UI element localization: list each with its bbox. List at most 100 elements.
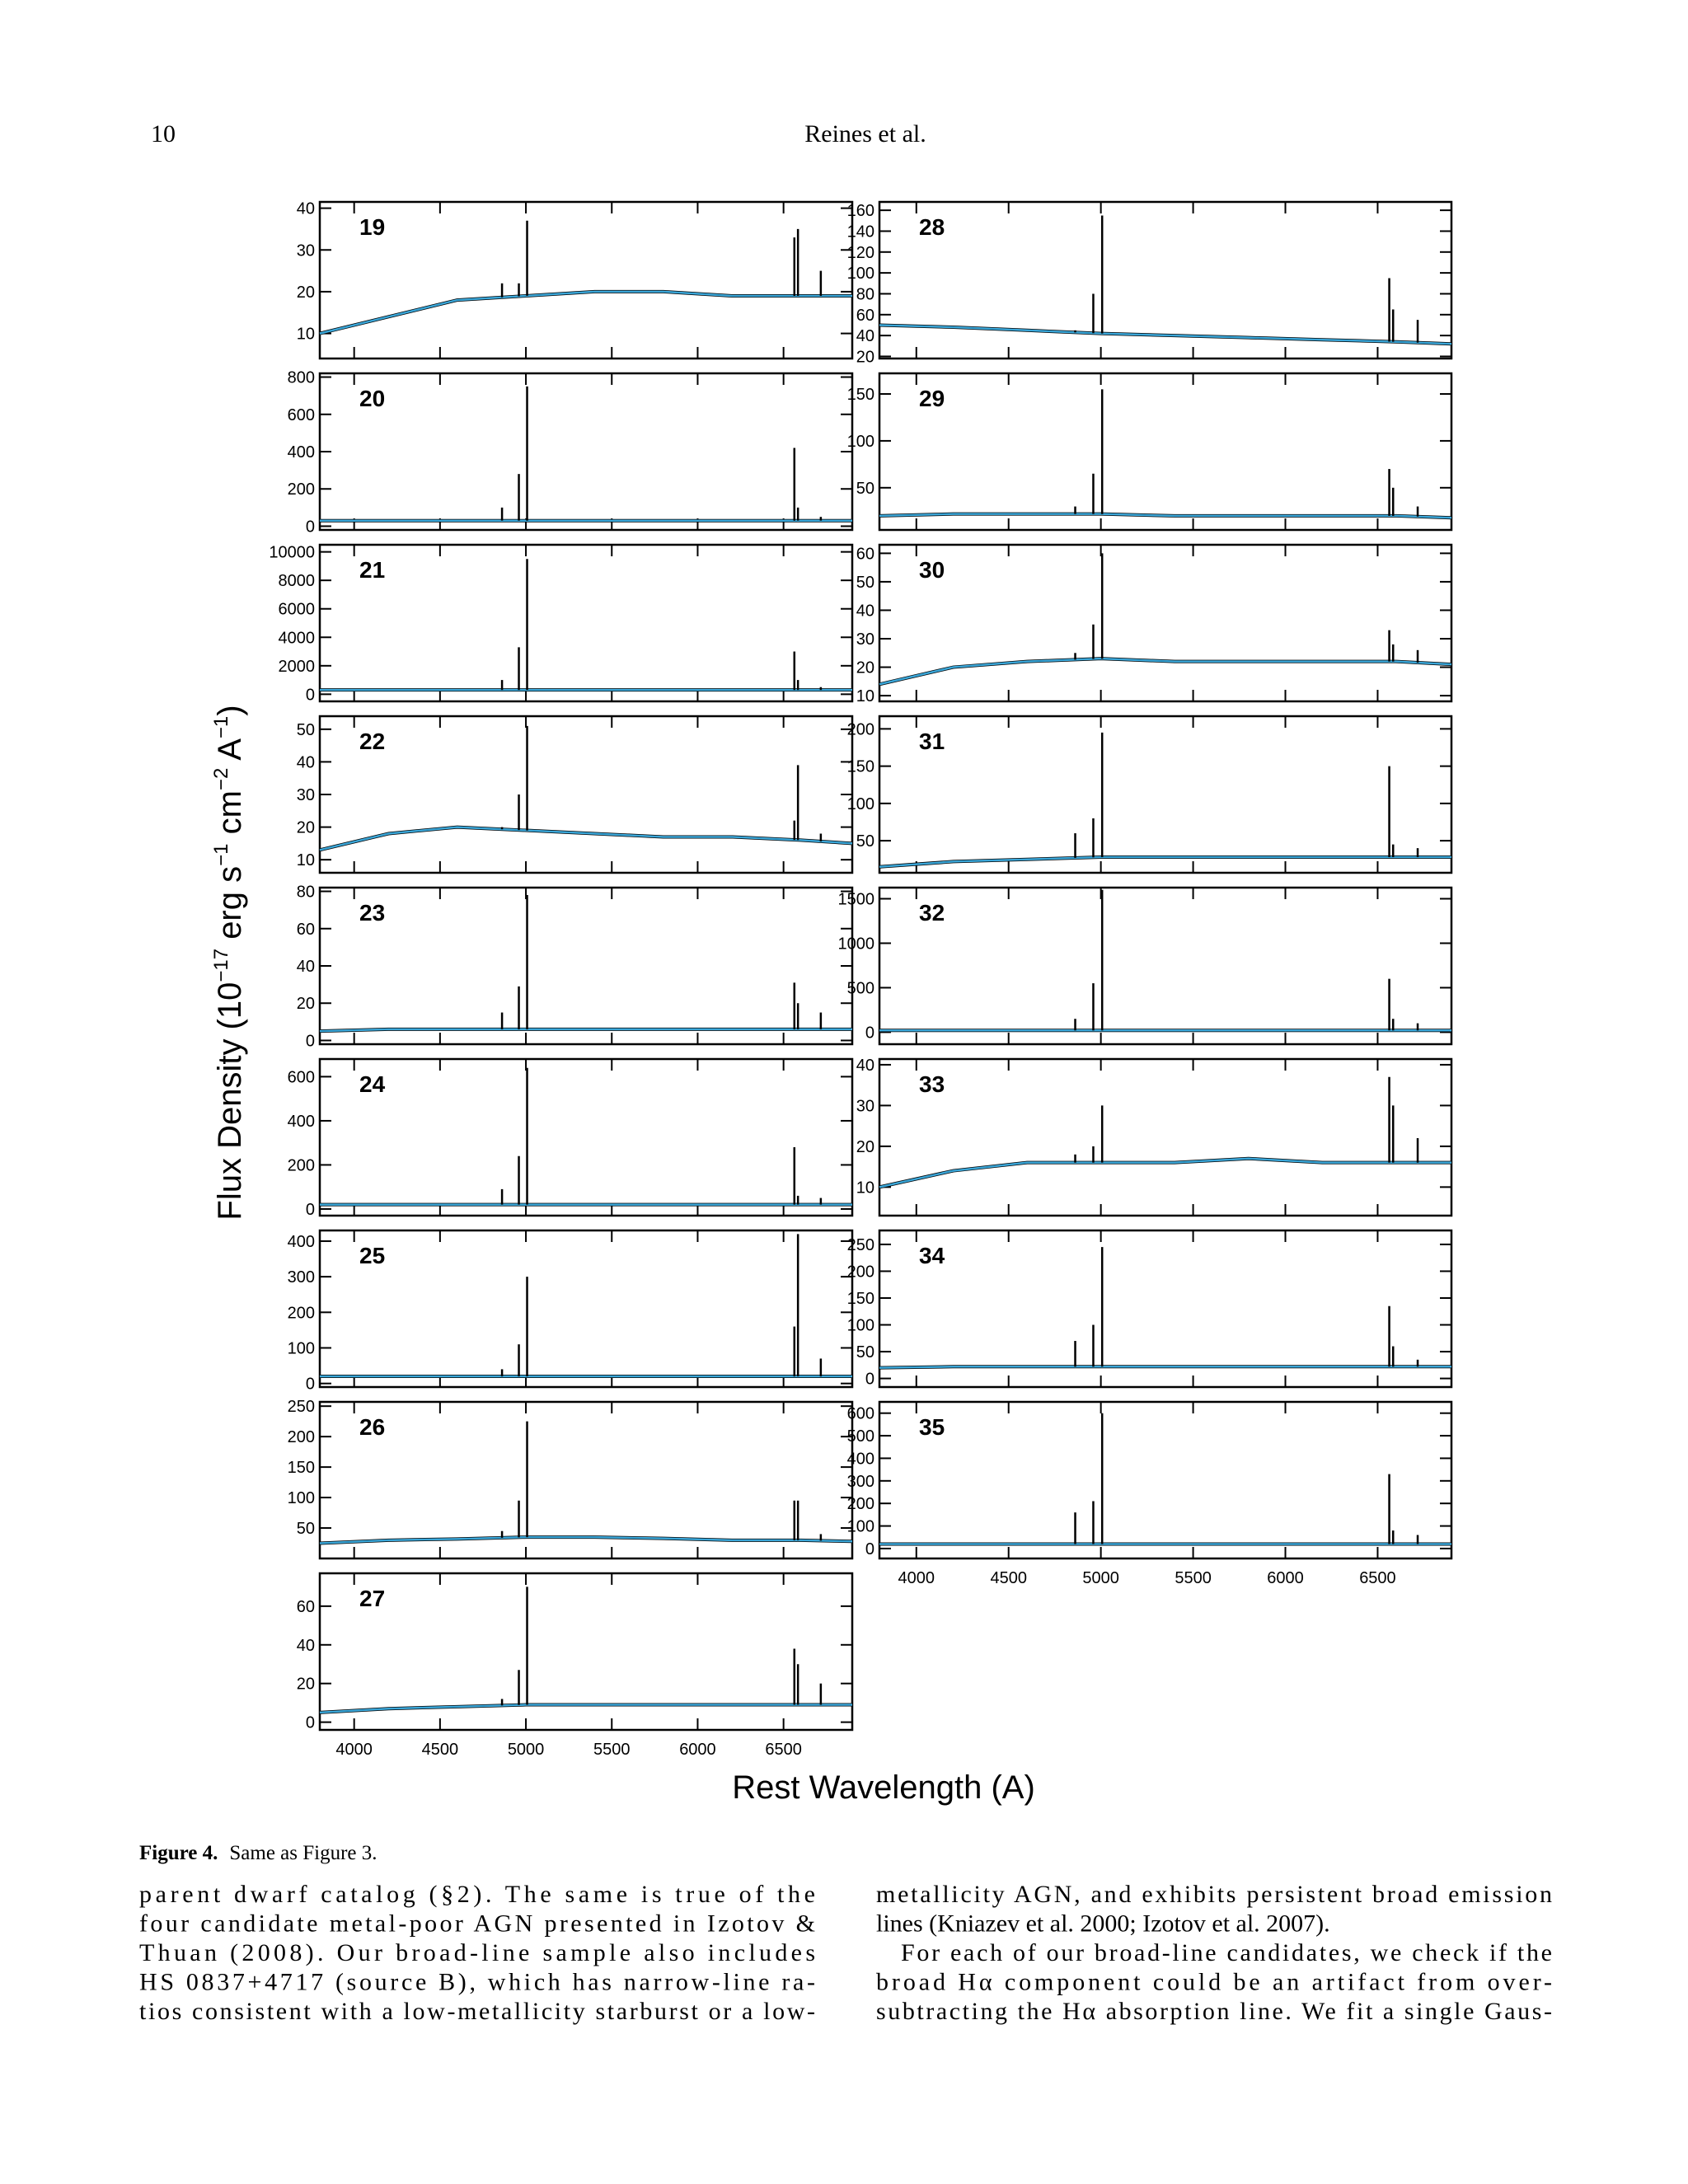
model-spectrum <box>879 855 1451 869</box>
spectrum-panel: 27 0 20 40 60 4000 4500 5000 5500 6000 6500 <box>297 1572 854 1759</box>
spectrum-panel: 23 0 20 40 60 80 <box>297 883 854 1050</box>
body-text-line: parent dwarf catalog (§2). The same is t… <box>139 1881 815 1908</box>
observed-spectrum <box>319 289 852 335</box>
panel-frame <box>878 886 1453 1046</box>
panel-label: 26 <box>359 1414 385 1440</box>
spectrum-panel: 30 10 20 30 40 50 60 <box>856 543 1453 705</box>
panel-frame <box>878 1057 1453 1217</box>
model-spectrum <box>879 324 1452 345</box>
panel-frame <box>878 1229 1453 1389</box>
y-tick-label: 10000 <box>269 544 315 562</box>
model-spectrum <box>319 1028 852 1033</box>
x-tick-label: 4000 <box>898 1569 935 1587</box>
y-axis-label: Flux Density (10−17 erg s−1 cm−2 A−1) <box>210 705 248 1220</box>
y-tick-label: 0 <box>865 1024 874 1042</box>
y-tick-label: 0 <box>306 1201 315 1219</box>
page-number: 10 <box>151 120 176 148</box>
spectrum-panel: 22 10 20 30 40 50 <box>297 715 854 874</box>
body-text-line: four candidate metal-poor AGN presented … <box>139 1910 815 1938</box>
y-tick-label: 30 <box>856 630 874 649</box>
model-spectrum <box>319 290 852 335</box>
y-tick-label: 10 <box>856 687 874 705</box>
x-tick-label: 6500 <box>1359 1569 1396 1587</box>
x-tick-label: 5500 <box>593 1741 631 1759</box>
spectrum-panel: 32 0 500 1000 1500 <box>838 886 1453 1046</box>
y-tick-label: 200 <box>847 1495 874 1513</box>
model-spectrum <box>879 1157 1451 1188</box>
spectrum-panel: 29 50 100 150 <box>847 372 1453 532</box>
y-tick-label: 50 <box>297 721 315 739</box>
y-tick-label: 30 <box>297 241 315 260</box>
y-tick-label: 50 <box>856 574 874 592</box>
y-tick-label: 20 <box>856 348 874 366</box>
y-tick-label: 50 <box>856 1343 874 1361</box>
y-tick-label: 600 <box>847 1405 874 1423</box>
y-tick-label: 80 <box>297 883 315 902</box>
panel-frame <box>318 1229 854 1389</box>
body-text-line: Thuan (2008). Our broad-line sample also… <box>139 1939 815 1966</box>
y-tick-label: 40 <box>297 958 315 976</box>
y-tick-label: 150 <box>288 1459 315 1477</box>
spectrum-panel: 33 10 20 30 40 <box>856 1057 1453 1217</box>
y-tick-label: 0 <box>865 1540 874 1558</box>
y-tick-label: 600 <box>288 1068 315 1086</box>
y-tick-label: 20 <box>856 659 874 677</box>
body-text-line: metallicity AGN, and exhibits persistent… <box>876 1881 1552 1908</box>
body-text-line: For each of our broad-line candidates, w… <box>901 1939 1552 1966</box>
y-tick-label: 100 <box>847 1518 874 1536</box>
y-tick-label: 0 <box>306 518 315 536</box>
y-tick-label: 10 <box>297 851 315 869</box>
y-tick-label: 100 <box>847 433 874 451</box>
spectrum-panel: 34 0 50 100 150 200 250 <box>847 1229 1453 1389</box>
panel-frame <box>318 1400 854 1560</box>
panel-label: 23 <box>359 900 385 926</box>
y-tick-label: 20 <box>297 819 315 837</box>
label-part: erg s <box>212 866 248 949</box>
panel-frame <box>878 1400 1453 1560</box>
y-tick-label: 6000 <box>279 601 316 619</box>
spectrum-panel: 28 20 40 60 80 100 120 140 160 <box>847 200 1453 366</box>
panel-label: 19 <box>359 214 385 240</box>
y-tick-label: 4000 <box>279 629 316 647</box>
y-tick-label: 50 <box>297 1520 315 1538</box>
y-tick-label: 10 <box>297 326 315 344</box>
panel-label: 35 <box>919 1414 945 1440</box>
x-tick-label: 6000 <box>679 1741 716 1759</box>
spectrum-panel: 24 0 200 400 600 <box>288 1057 854 1219</box>
panel-label: 21 <box>359 557 385 583</box>
panel-frame <box>318 886 854 1046</box>
panel-frame <box>318 372 854 532</box>
y-tick-label: 40 <box>297 1637 315 1655</box>
y-tick-label: 250 <box>288 1398 315 1416</box>
y-tick-label: 1000 <box>838 935 875 953</box>
label-part: A <box>212 738 248 768</box>
label-part: cm <box>212 790 248 843</box>
y-tick-label: 50 <box>856 480 874 498</box>
y-tick-label: 300 <box>288 1268 315 1286</box>
y-tick-label: 200 <box>847 720 874 738</box>
panel-frame <box>318 200 854 360</box>
y-tick-label: 400 <box>288 1233 315 1251</box>
body-text-line: lines (Kniazev et al. 2000; Izotov et al… <box>876 1910 1330 1938</box>
panel-label: 31 <box>919 729 945 754</box>
body-text-line: broad Hα component could be an artifact … <box>876 1969 1552 1996</box>
y-tick-label: 50 <box>856 832 874 851</box>
x-tick-label: 4500 <box>990 1569 1027 1587</box>
model-spectrum <box>319 1704 852 1714</box>
y-tick-label: 0 <box>306 1032 315 1050</box>
y-tick-label: 100 <box>847 1317 874 1335</box>
y-tick-label: 40 <box>297 200 315 218</box>
y-tick-label: 500 <box>847 979 874 997</box>
running-title: Reines et al. <box>804 120 926 148</box>
y-tick-label: 100 <box>847 265 874 283</box>
y-tick-label: 200 <box>847 1263 874 1281</box>
model-spectrum <box>879 1366 1451 1369</box>
y-tick-label: 400 <box>288 1113 315 1131</box>
panel-label: 25 <box>359 1243 385 1268</box>
superscript: −1 <box>210 843 232 865</box>
model-spectrum <box>319 826 853 851</box>
y-tick-label: 60 <box>297 921 315 939</box>
y-tick-label: 40 <box>856 602 874 620</box>
